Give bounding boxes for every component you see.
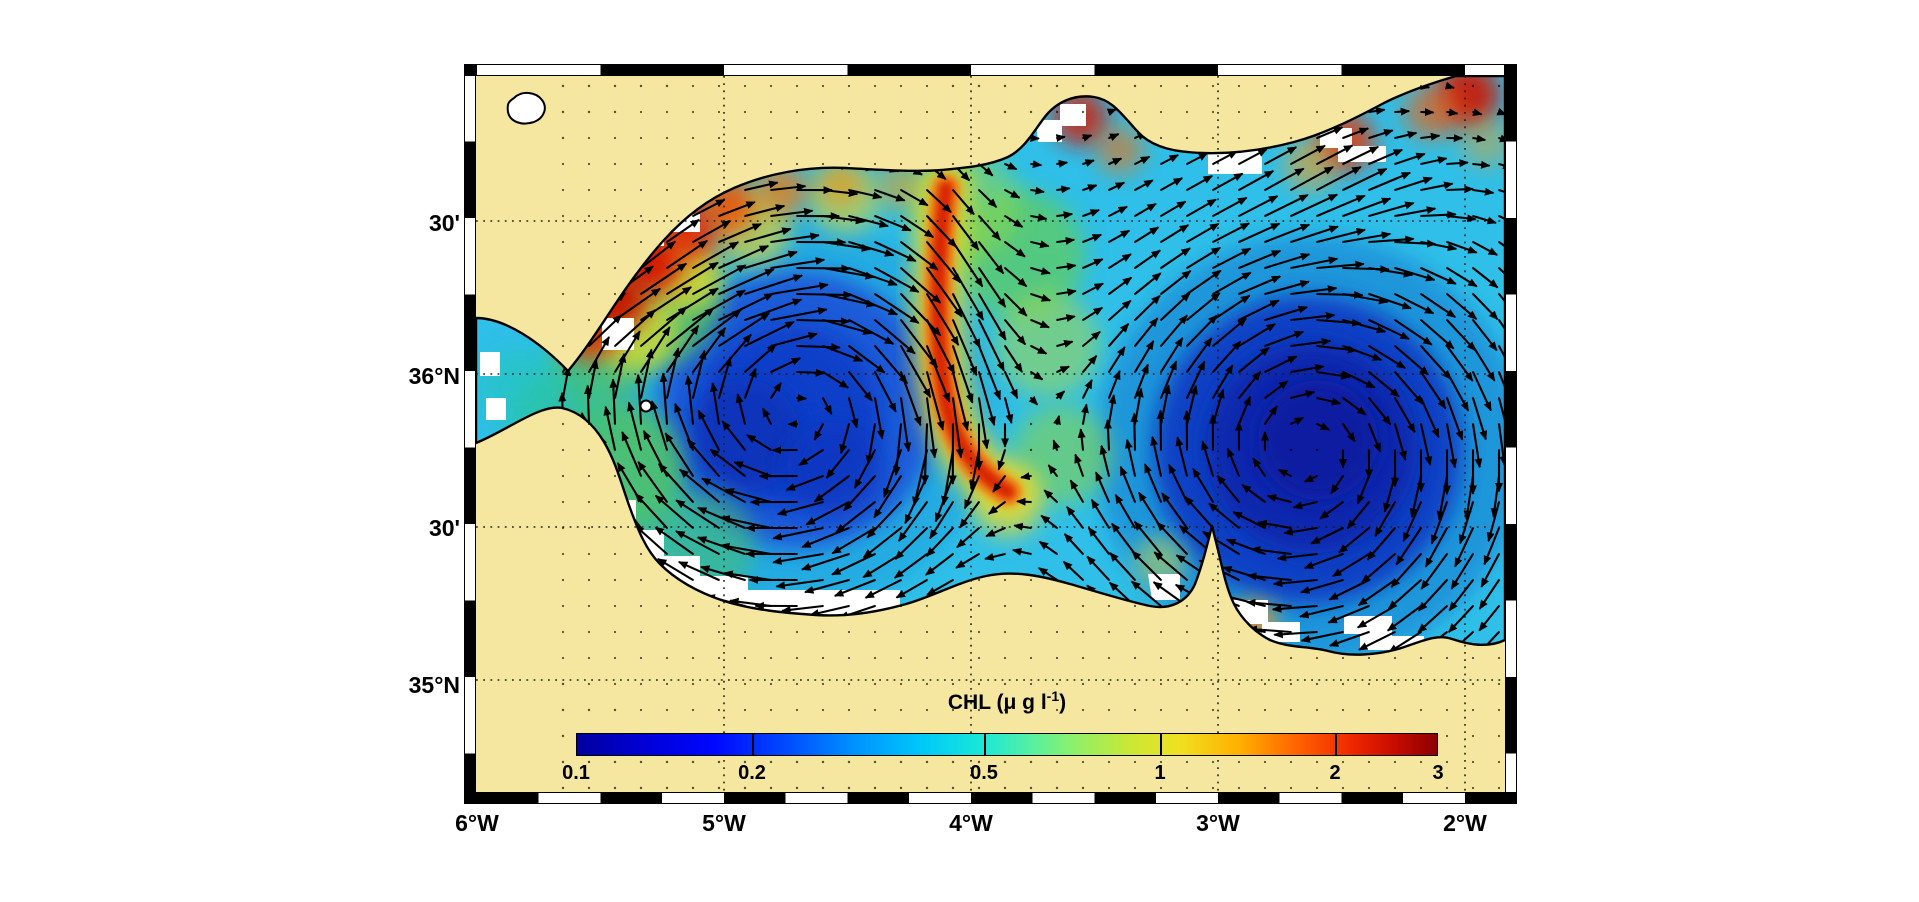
lon-tick-2w: 2°W [1443, 810, 1487, 836]
colorbar-title: CHL (μ g l-1) [947, 688, 1067, 714]
frame-corner-tl [464, 64, 476, 76]
frame-bottom [476, 792, 1505, 804]
frame-corner-bl [464, 792, 476, 804]
frame-top [476, 64, 1505, 76]
colorbar-tickmark-1 [1160, 733, 1162, 756]
lat-tick-36: 36°N [408, 363, 460, 389]
lon-tick-5w: 5°W [702, 810, 746, 836]
colorbar-tick-0.2: 0.2 [738, 762, 766, 784]
coastal-lagoon [639, 399, 653, 413]
lon-tick-4w: 4°W [949, 810, 993, 836]
lat-tick-35-30: 30' [428, 515, 460, 541]
colorbar-tick-0.5: 0.5 [970, 762, 998, 784]
colorbar-tickmark-02 [752, 733, 754, 756]
frame-left [464, 64, 476, 804]
colorbar-tick-1: 1 [1154, 762, 1166, 784]
lon-tick-6w: 6°W [455, 810, 499, 836]
lat-tick-36-30: 30' [428, 210, 460, 236]
island-outline [506, 92, 546, 125]
colorbar-tick-3: 3 [1432, 762, 1444, 784]
colorbar-tick-0.1: 0.1 [562, 762, 590, 784]
colorbar-tickmark-2 [1335, 733, 1337, 756]
lon-tick-3w: 3°W [1196, 810, 1240, 836]
colorbar-tick-2: 2 [1329, 762, 1341, 784]
frame-corner-br [1505, 792, 1517, 804]
colorbar [576, 733, 1438, 756]
lat-tick-35: 35°N [408, 672, 460, 698]
colorbar-tickmark-05 [984, 733, 986, 756]
frame-right [1505, 64, 1517, 804]
frame-corner-tr [1505, 64, 1517, 76]
current-vector-arrows [551, 81, 1505, 655]
